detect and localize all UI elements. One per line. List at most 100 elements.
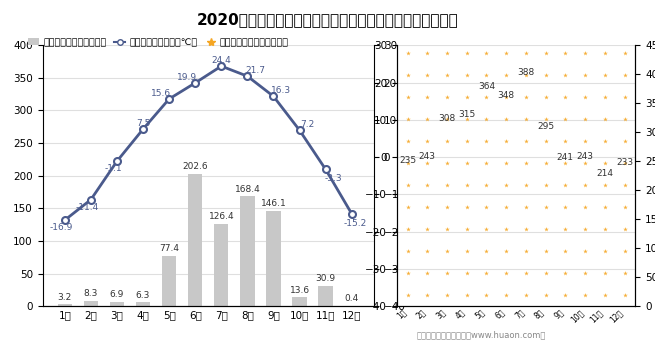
Point	[599, 292, 610, 298]
Text: 235: 235	[399, 157, 416, 165]
Bar	[188, 174, 202, 306]
Point	[619, 116, 629, 121]
Point	[560, 182, 571, 188]
Text: 241: 241	[557, 153, 574, 162]
Point	[560, 226, 571, 232]
Point	[540, 182, 551, 188]
Bar	[110, 302, 124, 306]
Point	[501, 138, 512, 144]
Point	[521, 72, 531, 78]
Point	[422, 292, 432, 298]
Point	[422, 226, 432, 232]
Text: 295: 295	[537, 122, 554, 130]
Point	[599, 204, 610, 210]
Text: 21.7: 21.7	[245, 66, 265, 75]
Point	[619, 292, 629, 298]
Bar	[84, 301, 98, 306]
Point	[521, 248, 531, 254]
Point	[521, 50, 531, 55]
Point	[560, 270, 571, 276]
Point	[501, 160, 512, 166]
Point	[402, 292, 413, 298]
Point	[599, 94, 610, 100]
Point	[599, 116, 610, 121]
Point	[599, 226, 610, 232]
Point	[619, 226, 629, 232]
Point	[422, 94, 432, 100]
Point	[540, 248, 551, 254]
Point	[540, 204, 551, 210]
Text: 315: 315	[458, 110, 476, 119]
Text: -11.4: -11.4	[75, 203, 99, 212]
Bar	[267, 211, 280, 306]
Point	[442, 138, 453, 144]
Point	[481, 270, 492, 276]
Point	[619, 72, 629, 78]
Text: -16.9: -16.9	[49, 223, 73, 232]
Point	[619, 160, 629, 166]
Text: 168.4: 168.4	[234, 185, 260, 194]
Point	[462, 226, 472, 232]
Point	[540, 94, 551, 100]
Point	[540, 50, 551, 55]
Point	[619, 50, 629, 55]
Point	[442, 116, 453, 121]
Point	[599, 248, 610, 254]
Point	[402, 94, 413, 100]
Point	[462, 182, 472, 188]
Point	[560, 116, 571, 121]
Text: 8.3: 8.3	[84, 289, 98, 298]
Point	[599, 138, 610, 144]
Point	[580, 226, 590, 232]
Point	[540, 138, 551, 144]
Bar	[292, 297, 307, 306]
Text: 16.3: 16.3	[271, 86, 291, 95]
Point	[540, 292, 551, 298]
Point	[462, 248, 472, 254]
Point	[580, 50, 590, 55]
Point	[442, 292, 453, 298]
Point	[521, 226, 531, 232]
Text: 214: 214	[596, 169, 613, 177]
Point	[462, 160, 472, 166]
Point	[462, 50, 472, 55]
Bar	[240, 196, 255, 306]
Point	[521, 204, 531, 210]
Text: -1.1: -1.1	[104, 164, 122, 173]
Point	[442, 204, 453, 210]
Point	[580, 182, 590, 188]
Point	[501, 116, 512, 121]
Point	[540, 116, 551, 121]
Text: 15.6: 15.6	[151, 89, 172, 98]
Text: 126.4: 126.4	[208, 212, 234, 221]
Point	[402, 204, 413, 210]
Point	[521, 160, 531, 166]
Point	[540, 160, 551, 166]
Point	[580, 72, 590, 78]
Point	[560, 138, 571, 144]
Point	[462, 116, 472, 121]
Point	[442, 226, 453, 232]
Text: 7.2: 7.2	[300, 120, 314, 129]
Point	[422, 50, 432, 55]
Text: 13.6: 13.6	[290, 286, 310, 295]
Point	[501, 72, 512, 78]
Point	[521, 182, 531, 188]
Point	[481, 204, 492, 210]
Point	[422, 138, 432, 144]
Point	[481, 248, 492, 254]
Point	[580, 248, 590, 254]
Point	[442, 248, 453, 254]
Point	[619, 182, 629, 188]
Text: 19.9: 19.9	[178, 73, 197, 82]
Point	[501, 204, 512, 210]
Point	[442, 182, 453, 188]
Point	[619, 204, 629, 210]
Point	[521, 138, 531, 144]
Point	[462, 270, 472, 276]
Text: 6.9: 6.9	[110, 290, 124, 299]
Text: 243: 243	[419, 152, 436, 161]
Point	[501, 248, 512, 254]
Text: 348: 348	[498, 91, 515, 100]
Point	[462, 204, 472, 210]
